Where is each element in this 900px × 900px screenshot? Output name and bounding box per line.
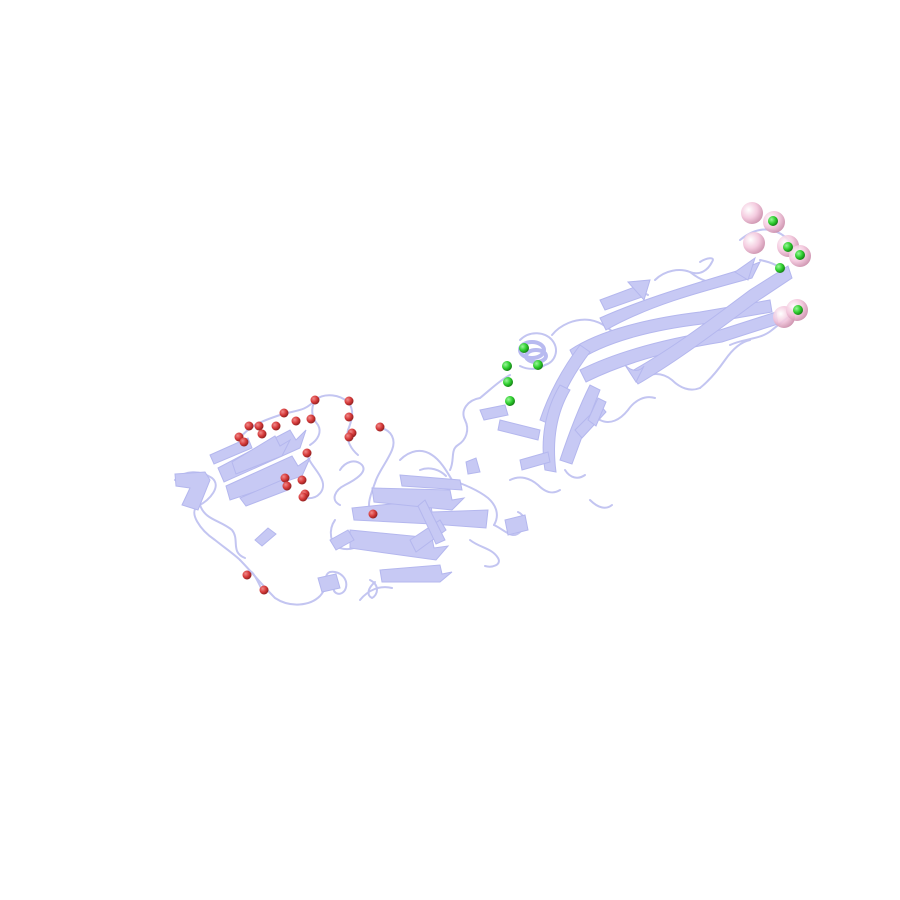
atom-spheres bbox=[234, 202, 811, 595]
red-atom bbox=[271, 421, 281, 431]
green-atom bbox=[519, 343, 529, 353]
green-atom bbox=[533, 360, 543, 370]
red-atom bbox=[298, 492, 308, 502]
red-atom bbox=[344, 412, 354, 422]
red-atom bbox=[257, 429, 267, 439]
green-atom-group bbox=[502, 216, 805, 406]
red-atom bbox=[239, 437, 249, 447]
red-atom bbox=[254, 421, 264, 431]
red-atom bbox=[291, 416, 301, 426]
green-atom bbox=[768, 216, 778, 226]
red-atom bbox=[244, 421, 254, 431]
red-atom bbox=[282, 481, 292, 491]
green-atom bbox=[783, 242, 793, 252]
red-atom bbox=[259, 585, 269, 595]
red-atom bbox=[297, 475, 307, 485]
red-atom bbox=[279, 408, 289, 418]
coil-loops bbox=[174, 228, 799, 606]
red-atom-group bbox=[234, 395, 385, 595]
green-atom bbox=[775, 263, 785, 273]
red-atom bbox=[310, 395, 320, 405]
beta-sheet-middle-domain bbox=[317, 474, 489, 593]
red-atom bbox=[344, 396, 354, 406]
red-atom bbox=[375, 422, 385, 432]
red-atom bbox=[280, 473, 290, 483]
green-atom bbox=[503, 377, 513, 387]
pink-atom bbox=[741, 202, 763, 224]
red-atom bbox=[368, 509, 378, 519]
red-atom bbox=[302, 448, 312, 458]
green-atom bbox=[795, 250, 805, 260]
green-atom bbox=[502, 361, 512, 371]
red-atom bbox=[306, 414, 316, 424]
red-atom bbox=[242, 570, 252, 580]
green-atom bbox=[793, 305, 803, 315]
beta-sheet-left-domain bbox=[174, 429, 312, 547]
connector-region bbox=[465, 404, 551, 536]
pink-atom bbox=[743, 232, 765, 254]
beta-sheet-right-domain bbox=[539, 256, 793, 473]
red-atom bbox=[344, 432, 354, 442]
green-atom bbox=[505, 396, 515, 406]
